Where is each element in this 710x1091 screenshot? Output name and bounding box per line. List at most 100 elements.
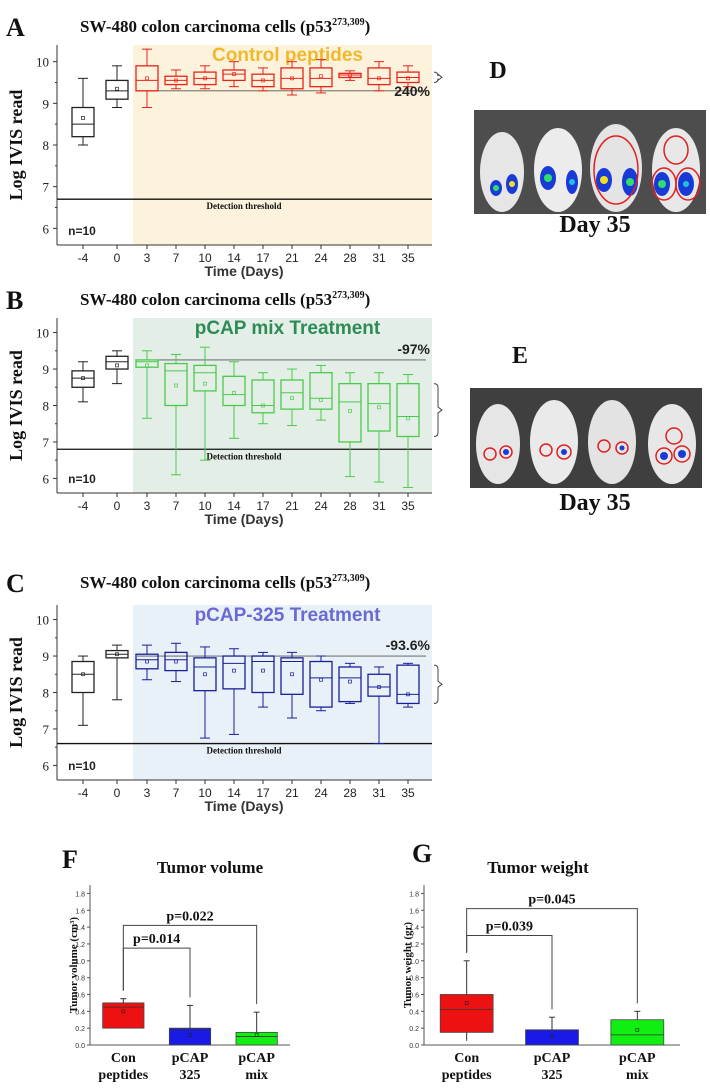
x-tick-label: 10 — [198, 786, 212, 800]
bar-chart-panel-f: F Tumor volume 0.0 0.2 0.4 0.6 0.8 1.0 1.2 1.4 1.6… — [62, 845, 290, 1083]
y-tick-label: 7 — [43, 722, 50, 737]
y-tick-label: 1.0 — [409, 959, 419, 966]
box-mean — [377, 405, 381, 410]
panel-title: SW-480 colon carcinoma cells (p53273,309… — [80, 290, 370, 309]
box-3 — [135, 644, 159, 681]
y-tick-label: 0.0 — [409, 1043, 419, 1050]
y-tick-label: 1.8 — [409, 891, 419, 898]
box-mean — [145, 363, 149, 368]
x-tick-label: 35 — [401, 251, 415, 265]
x-tick-label: pCAP — [172, 1051, 209, 1066]
box-0 — [105, 350, 129, 385]
box-mean — [290, 396, 294, 401]
y-tick-label: 1.6 — [75, 908, 85, 915]
box-body — [71, 370, 95, 388]
box-3 — [135, 48, 159, 108]
panel-letter: B — [6, 286, 23, 315]
box-body — [222, 655, 246, 690]
box-body — [251, 655, 275, 694]
x-tick-label: 7 — [173, 786, 180, 800]
treatment-label: pCAP mix Treatment — [195, 318, 381, 339]
box-21 — [280, 651, 304, 719]
y-tick-label: 7 — [43, 180, 50, 195]
x-tick-label: 14 — [227, 786, 241, 800]
y-tick-label: 1.4 — [409, 925, 419, 932]
panel-title: Tumor weight — [487, 858, 589, 877]
panel-letter: F — [62, 845, 78, 874]
box-mean — [290, 76, 294, 81]
x-tick-label: 35 — [401, 786, 415, 800]
box-21 — [280, 368, 304, 427]
box-0 — [105, 65, 129, 108]
treatment-region — [133, 605, 432, 780]
box-body — [367, 67, 391, 86]
box-10 — [193, 65, 217, 90]
n-label: n=10 — [68, 759, 96, 773]
y-tick-label: 10 — [36, 55, 49, 70]
box-mean — [145, 76, 149, 81]
x-tick-label: -4 — [78, 251, 89, 265]
x-tick-label: 325 — [180, 1068, 201, 1083]
panel-e-letter: E — [511, 343, 528, 369]
box-10 — [193, 346, 217, 461]
box-mean — [319, 677, 323, 682]
box-plot-panel-b: B SW-480 colon carcinoma cells (p53273,30… — [6, 286, 443, 527]
bar-mean — [188, 1033, 192, 1037]
box-0 — [105, 644, 129, 701]
percent-change-label: 240% — [394, 83, 430, 99]
x-tick-label: -4 — [78, 786, 89, 800]
x-tick-label: 7 — [173, 251, 180, 265]
n-label: n=10 — [68, 224, 96, 238]
box-body — [164, 651, 188, 672]
box-mean — [406, 416, 410, 421]
box-7 — [164, 642, 188, 683]
box-17 — [251, 651, 275, 708]
box-mean — [348, 73, 352, 77]
box-mean — [203, 381, 207, 386]
y-tick-label: 9 — [43, 649, 50, 664]
bar-pcap-mix: pCAP mix — [235, 1011, 278, 1083]
x-tick-label: 31 — [372, 786, 386, 800]
treatment-label: Control peptides — [212, 45, 363, 66]
x-tick-label: 24 — [314, 499, 328, 513]
brace — [433, 383, 443, 437]
x-tick-label: 325 — [542, 1068, 563, 1083]
box-31 — [367, 372, 391, 483]
x-tick-label: 17 — [256, 251, 270, 265]
box-10 — [193, 646, 217, 739]
brace — [433, 71, 443, 83]
panel-title: Tumor volume — [157, 858, 264, 877]
box-mean — [81, 672, 85, 677]
box-mean — [348, 679, 352, 684]
x-tick-label: -4 — [78, 499, 89, 513]
box-body — [367, 382, 391, 432]
box-7 — [164, 69, 188, 90]
y-tick-label: 9 — [43, 362, 50, 377]
box-mean — [174, 78, 178, 83]
y-tick-label: 10 — [36, 613, 49, 628]
panel-d-letter: D — [489, 58, 507, 84]
x-tick-label: mix — [626, 1068, 649, 1083]
x-tick-label: Con — [454, 1051, 479, 1066]
box-body — [105, 79, 129, 100]
y-tick-label: 0.0 — [75, 1043, 85, 1050]
box-3 — [135, 350, 159, 419]
comparison-bracket — [122, 947, 191, 998]
y-tick-label: 1.8 — [75, 891, 85, 898]
box-body — [71, 660, 95, 694]
x-tick-label: peptides — [442, 1068, 492, 1083]
box-body — [105, 355, 129, 370]
y-axis-label: Log IVIS read — [6, 90, 26, 201]
bar-con-peptides: Con peptides — [439, 960, 494, 1083]
box-mean — [145, 659, 149, 664]
y-tick-label: 0.4 — [409, 1009, 419, 1016]
box-7 — [164, 353, 188, 476]
y-tick-label: 0.6 — [75, 992, 85, 999]
box-28 — [338, 70, 362, 81]
box-mean — [406, 76, 410, 81]
bar-body — [610, 1019, 665, 1046]
box-mean — [319, 398, 323, 402]
detection-threshold-label: Detection threshold — [206, 451, 281, 461]
x-tick-label: 0 — [114, 251, 121, 265]
y-tick-label: 1.0 — [75, 959, 85, 966]
